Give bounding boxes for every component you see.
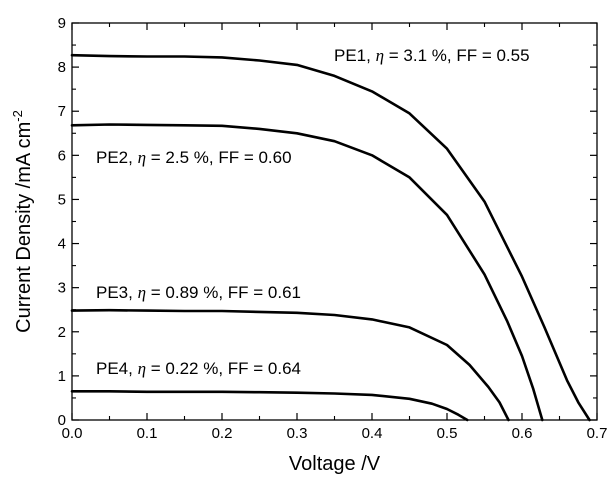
y-tick-label: 0 (58, 412, 66, 429)
y-tick-label: 7 (58, 103, 66, 120)
annotation-pe4: PE4, η = 0.22 %, FF = 0.64 (96, 359, 301, 378)
x-tick-label: 0.2 (212, 425, 233, 442)
series-line-pe1 (70, 53, 591, 422)
annotation-pe2: PE2, η = 2.5 %, FF = 0.60 (96, 148, 292, 167)
y-tick-label: 5 (58, 191, 66, 208)
y-tick-label: 1 (58, 368, 66, 385)
series-layer (70, 53, 591, 422)
y-tick-label: 6 (58, 147, 66, 164)
annotations-layer: PE1, η = 3.1 %, FF = 0.55 PE2, η = 2.5 %,… (96, 46, 530, 378)
x-tick-label: 0.1 (137, 425, 158, 442)
x-axis-label: Voltage /V (289, 453, 381, 475)
series-line-pe3 (70, 308, 510, 422)
y-axis-label-superscript: -2 (10, 110, 25, 122)
x-tick-label: 0.0 (62, 425, 83, 442)
x-tick-label: 0.6 (512, 425, 533, 442)
y-tick-label: 3 (58, 280, 66, 297)
x-tick-label: 0.7 (587, 425, 608, 442)
x-tick-label: 0.4 (362, 425, 383, 442)
y-tick-label: 8 (58, 59, 66, 76)
y-tick-label: 2 (58, 324, 66, 341)
y-tick-label: 4 (58, 236, 66, 253)
y-axis-label: Current Density /mA cm-2 (10, 110, 35, 333)
x-tick-label: 0.3 (287, 425, 308, 442)
y-tick-label: 9 (58, 15, 66, 32)
series-line-pe4 (70, 389, 469, 422)
series-line-pe2 (70, 123, 544, 422)
x-tick-label: 0.5 (437, 425, 458, 442)
y-axis-label-main: Current Density /mA cm (13, 122, 35, 333)
annotation-pe1: PE1, η = 3.1 %, FF = 0.55 (334, 46, 530, 65)
annotation-pe3: PE3, η = 0.89 %, FF = 0.61 (96, 283, 301, 302)
ticks-layer: 0.0 0.1 0.2 0.3 0.4 0.5 0.6 0.7 0 1 2 3 4 5 6 7 8 9 (58, 15, 608, 442)
